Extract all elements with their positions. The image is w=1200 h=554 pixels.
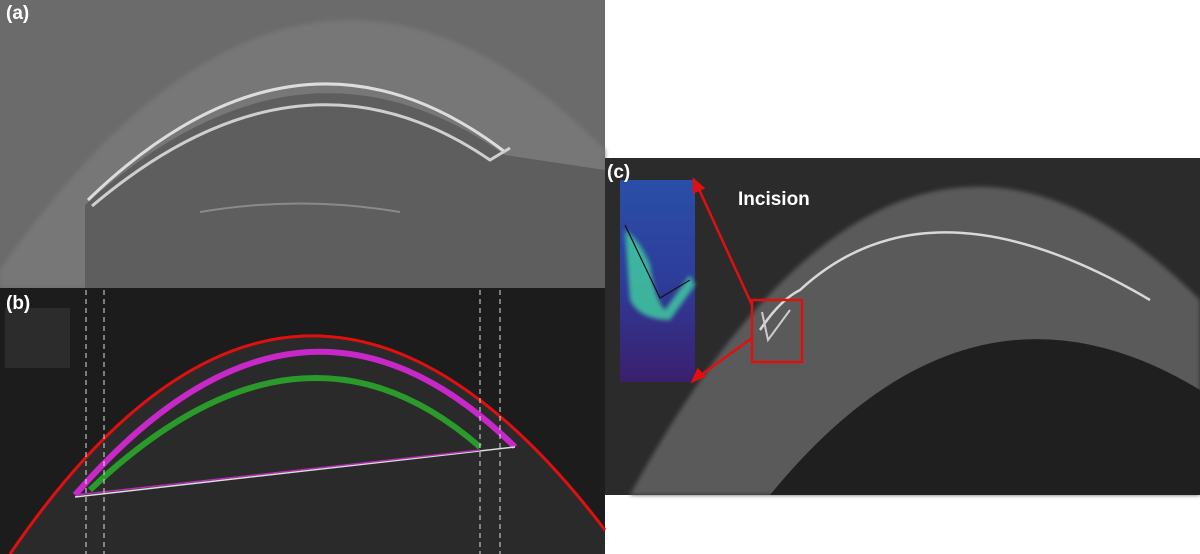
guide-lines [85, 290, 501, 554]
panel-label: (a) [6, 3, 29, 24]
white-chord [74, 446, 516, 498]
layer-outer [86, 82, 506, 202]
panel-b: (b) [0, 288, 607, 554]
layer-inner [91, 103, 511, 208]
annotation: Incision [738, 189, 810, 210]
inset-heat [625, 230, 695, 320]
anterior-chamber [770, 339, 1200, 495]
green-band [87, 375, 482, 493]
bright-layer [758, 231, 1151, 331]
arrow [695, 184, 754, 306]
inset-trace [624, 224, 691, 299]
panel-c: Incision (c) [605, 158, 1200, 495]
cornea-region [10, 335, 605, 554]
panel-a: (a) [0, 0, 605, 288]
incision-line [761, 309, 791, 343]
panel-label: (b) [6, 293, 30, 314]
outer-boundary [8, 334, 607, 554]
arrow-head [692, 177, 706, 194]
magenta-band [72, 348, 518, 497]
purple-chord [74, 449, 481, 496]
arrow-head [690, 367, 707, 384]
cornea-inner [85, 93, 605, 288]
panel-label: (c) [607, 162, 630, 183]
lens-edge [199, 202, 401, 213]
arrows [690, 177, 754, 384]
incision-box [750, 298, 804, 364]
mask-box [5, 308, 70, 368]
arrow [696, 336, 753, 380]
